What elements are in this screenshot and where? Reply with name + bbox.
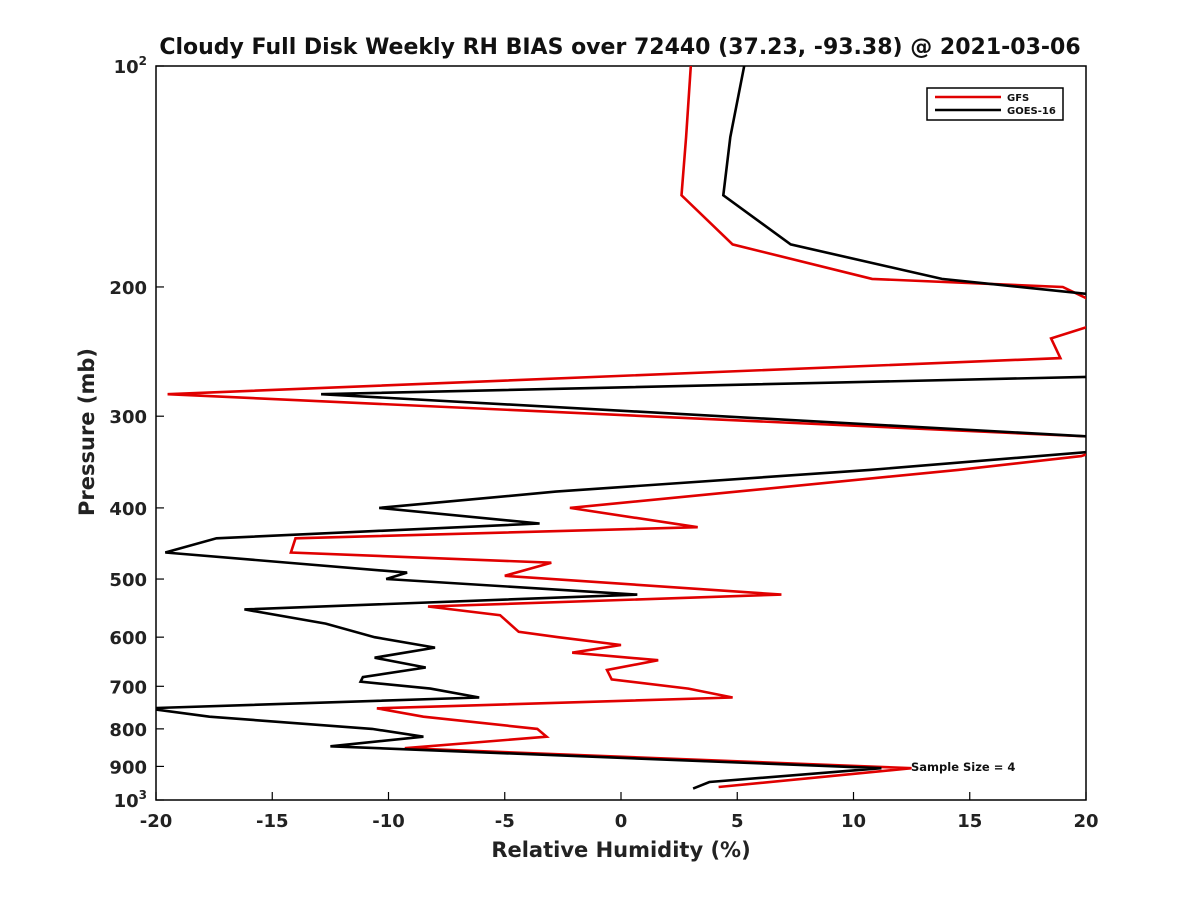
plot-area: [155, 65, 1087, 801]
x-tick-label: -15: [256, 811, 289, 832]
series-line-gfs: [167, 66, 1086, 789]
x-tick-label: 5: [731, 811, 744, 832]
y-tick-base: 10: [114, 57, 139, 78]
series-group: [156, 66, 1086, 790]
x-tick-label: 10: [841, 811, 866, 832]
chart-title: Cloudy Full Disk Weekly RH BIAS over 724…: [159, 35, 1080, 60]
y-tick-label: 103: [114, 788, 147, 812]
x-tick-label: -20: [140, 811, 173, 832]
legend-box: [926, 87, 1064, 121]
y-tick-label: 102: [114, 54, 147, 78]
y-tick-exponent: 2: [139, 54, 147, 68]
y-tick-base: 10: [114, 791, 139, 812]
legend-label-gfs: GFS: [1007, 93, 1029, 104]
x-axis-label: Relative Humidity (%): [491, 838, 750, 862]
y-tick-label: 900: [109, 757, 147, 778]
series-line-goes-16: [156, 66, 1086, 790]
x-tick-label: -10: [372, 811, 405, 832]
x-tick-label: 20: [1073, 811, 1098, 832]
y-tick-label: 400: [109, 499, 147, 520]
y-tick-label: 300: [109, 407, 147, 428]
y-axis-label: Pressure (mb): [75, 348, 99, 516]
y-tick-exponent: 3: [139, 788, 147, 802]
x-tick-label: -5: [495, 811, 515, 832]
sample-size-annotation: Sample Size = 4: [911, 760, 1015, 774]
y-tick-label: 800: [109, 720, 147, 741]
x-axis: -20 -15 -10 -5 0 5 10 15 20: [140, 792, 1099, 832]
legend-label-goes-16: GOES-16: [1007, 106, 1056, 117]
y-tick-label: 200: [109, 278, 147, 299]
legend: GFS GOES-16: [926, 87, 1064, 121]
x-tick-label: 0: [615, 811, 628, 832]
x-tick-label: 15: [957, 811, 982, 832]
y-tick-label: 700: [109, 677, 147, 698]
y-tick-label: 500: [109, 570, 147, 591]
y-tick-label: 600: [109, 628, 147, 649]
